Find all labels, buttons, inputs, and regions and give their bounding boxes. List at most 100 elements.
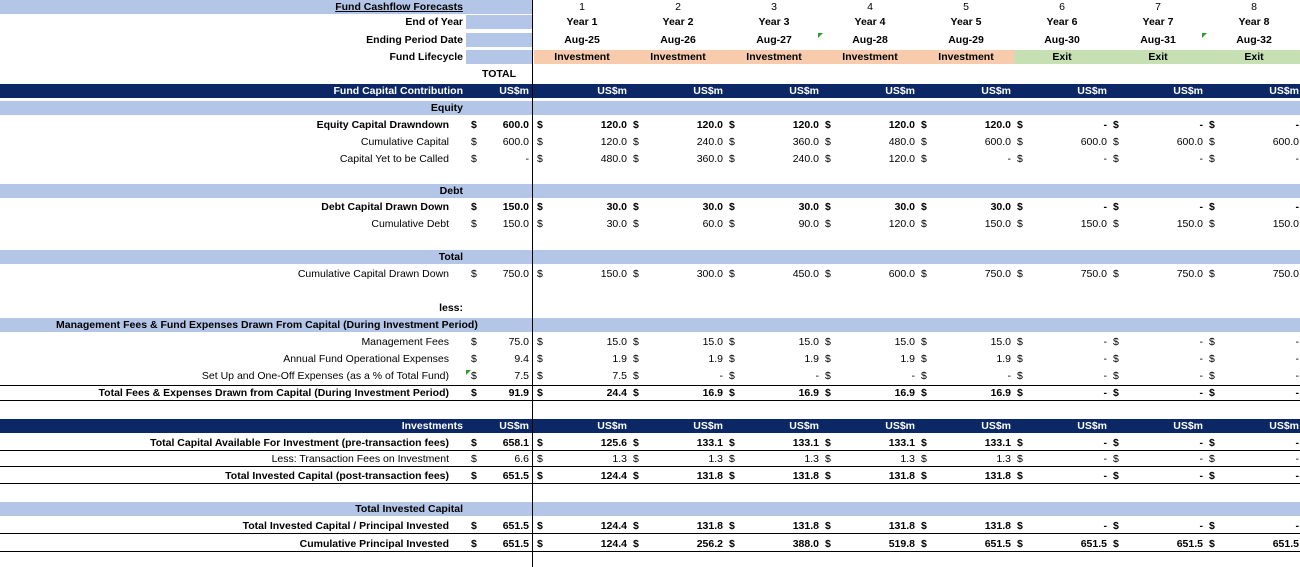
row-transaction-fees-value[interactable]: 1.3 (708, 453, 723, 465)
currency-symbol[interactable]: $ (729, 268, 735, 280)
row-annual-expenses-label[interactable]: Annual Fund Operational Expenses (283, 353, 449, 365)
currency-symbol[interactable]: $ (471, 136, 477, 148)
row-transaction-fees-value[interactable]: - (1199, 453, 1204, 465)
currency-symbol[interactable]: $ (1113, 218, 1119, 230)
currency-symbol[interactable]: $ (1113, 119, 1119, 131)
period-date[interactable]: Aug-31 (1140, 34, 1176, 46)
row-cumulative-debt-value[interactable]: 30.0 (606, 218, 627, 230)
currency-symbol[interactable]: $ (633, 353, 639, 365)
currency-symbol[interactable]: $ (471, 119, 477, 131)
row-total-fees-value[interactable]: - (1295, 387, 1300, 399)
lifecycle-stage[interactable]: Investment (918, 50, 1014, 64)
currency-symbol[interactable]: $ (825, 119, 831, 131)
row-cumulative-capital-value[interactable]: 600.0 (1080, 136, 1107, 148)
currency-symbol[interactable]: $ (471, 453, 477, 465)
currency-symbol[interactable]: $ (1209, 353, 1215, 365)
row-cumulative-drawn-total[interactable]: 750.0 (502, 268, 529, 280)
row-annual-expenses-value[interactable]: 1.9 (804, 353, 819, 365)
row-debt-drawn-value[interactable]: 30.0 (798, 201, 819, 213)
currency-symbol[interactable]: $ (633, 218, 639, 230)
row-transaction-fees-value[interactable]: 1.3 (612, 453, 627, 465)
row-transaction-fees-value[interactable]: 1.3 (804, 453, 819, 465)
unit-label[interactable]: US$m (885, 85, 915, 97)
row-transaction-fees-value[interactable]: - (1103, 453, 1108, 465)
row-total-invested-post-value[interactable]: 131.8 (792, 470, 819, 482)
currency-symbol[interactable]: $ (1113, 387, 1119, 399)
currency-symbol[interactable]: $ (1017, 353, 1023, 365)
row-debt-drawn-value[interactable]: - (1103, 201, 1108, 213)
currency-symbol[interactable]: $ (1209, 136, 1215, 148)
currency-symbol[interactable]: $ (633, 268, 639, 280)
currency-symbol[interactable]: $ (1017, 218, 1023, 230)
currency-symbol[interactable]: $ (729, 153, 735, 165)
row-mgmt-fees-value[interactable]: 15.0 (894, 336, 915, 348)
section-total-invested-label[interactable]: Total Invested Capital (355, 503, 463, 515)
period-date[interactable]: Aug-26 (660, 34, 696, 46)
row-capital-yet-value[interactable]: - (1103, 153, 1108, 165)
row-cumulative-principal-value[interactable]: 651.5 (1080, 538, 1107, 550)
row-equity-drawdown-value[interactable]: 120.0 (888, 119, 915, 131)
currency-symbol[interactable]: $ (1017, 153, 1023, 165)
row-capital-yet-value[interactable]: - (1007, 153, 1012, 165)
row-cumulative-principal-value[interactable]: 651.5 (984, 538, 1011, 550)
row-capital-yet-value[interactable]: 480.0 (600, 153, 627, 165)
year-header[interactable]: Year 5 (950, 16, 982, 28)
row-cumulative-drawn-value[interactable]: 750.0 (1272, 268, 1299, 280)
row-capital-available-value[interactable]: - (1295, 437, 1300, 449)
unit-label[interactable]: US$m (1269, 85, 1299, 97)
currency-symbol[interactable]: $ (1113, 520, 1119, 532)
lifecycle-stage[interactable]: Investment (822, 50, 918, 64)
row-cumulative-principal-total[interactable]: 651.5 (502, 538, 529, 550)
currency-symbol[interactable]: $ (825, 370, 831, 382)
row-cumulative-drawn-value[interactable]: 750.0 (1080, 268, 1107, 280)
row-total-fees-value[interactable]: 16.9 (990, 387, 1011, 399)
row-cumulative-capital-label[interactable]: Cumulative Capital (360, 136, 449, 148)
row-setup-expenses-total[interactable]: 7.5 (514, 370, 529, 382)
currency-symbol[interactable]: $ (1017, 538, 1023, 550)
row-debt-drawn-value[interactable]: - (1199, 201, 1204, 213)
row-capital-available-label[interactable]: Total Capital Available For Investment (… (150, 437, 449, 449)
currency-symbol[interactable]: $ (729, 538, 735, 550)
row-equity-drawdown-value[interactable]: 120.0 (696, 119, 723, 131)
year-header[interactable]: Year 3 (758, 16, 790, 28)
row-cumulative-principal-value[interactable]: 124.4 (600, 538, 627, 550)
row-cumulative-debt-value[interactable]: 60.0 (702, 218, 723, 230)
currency-symbol[interactable]: $ (1113, 268, 1119, 280)
row-capital-available-value[interactable]: 133.1 (984, 437, 1011, 449)
row-setup-expenses-value[interactable]: - (1295, 370, 1300, 382)
currency-symbol[interactable]: $ (921, 370, 927, 382)
row-debt-drawn-value[interactable]: 30.0 (702, 201, 723, 213)
row-principal-invested-value[interactable]: - (1103, 520, 1108, 532)
row-cumulative-capital-total[interactable]: 600.0 (502, 136, 529, 148)
currency-symbol[interactable]: $ (537, 218, 543, 230)
unit-label[interactable]: US$m (789, 85, 819, 97)
currency-symbol[interactable]: $ (471, 336, 477, 348)
period-date[interactable]: Aug-27 (756, 34, 792, 46)
currency-symbol[interactable]: $ (1209, 201, 1215, 213)
row-debt-drawn-total[interactable]: 150.0 (502, 201, 529, 213)
section-mgmt-fees-label[interactable]: Management Fees & Fund Expenses Drawn Fr… (56, 319, 478, 331)
row-cumulative-principal-label[interactable]: Cumulative Principal Invested (299, 538, 449, 550)
row-debt-drawn-value[interactable]: - (1295, 201, 1300, 213)
currency-symbol[interactable]: $ (1113, 437, 1119, 449)
row-debt-drawn-value[interactable]: 30.0 (990, 201, 1011, 213)
currency-symbol[interactable]: $ (729, 437, 735, 449)
row-cumulative-drawn-label[interactable]: Cumulative Capital Drawn Down (297, 268, 449, 280)
currency-symbol[interactable]: $ (471, 201, 477, 213)
section-investments-title[interactable]: Investments (401, 420, 463, 432)
row-cumulative-debt-value[interactable]: 120.0 (888, 218, 915, 230)
row-capital-yet-value[interactable]: 240.0 (792, 153, 819, 165)
row-cumulative-principal-value[interactable]: 519.8 (888, 538, 915, 550)
currency-symbol[interactable]: $ (537, 520, 543, 532)
unit-label[interactable]: US$m (499, 85, 529, 97)
currency-symbol[interactable]: $ (921, 153, 927, 165)
year-header[interactable]: Year 4 (854, 16, 886, 28)
currency-symbol[interactable]: $ (1209, 370, 1215, 382)
row-transaction-fees-value[interactable]: 1.3 (900, 453, 915, 465)
row-equity-drawdown-value[interactable]: 120.0 (984, 119, 1011, 131)
currency-symbol[interactable]: $ (1113, 136, 1119, 148)
row-total-invested-post-value[interactable]: 124.4 (600, 470, 627, 482)
period-date[interactable]: Aug-25 (564, 34, 600, 46)
currency-symbol[interactable]: $ (729, 201, 735, 213)
unit-label[interactable]: US$m (981, 420, 1011, 432)
